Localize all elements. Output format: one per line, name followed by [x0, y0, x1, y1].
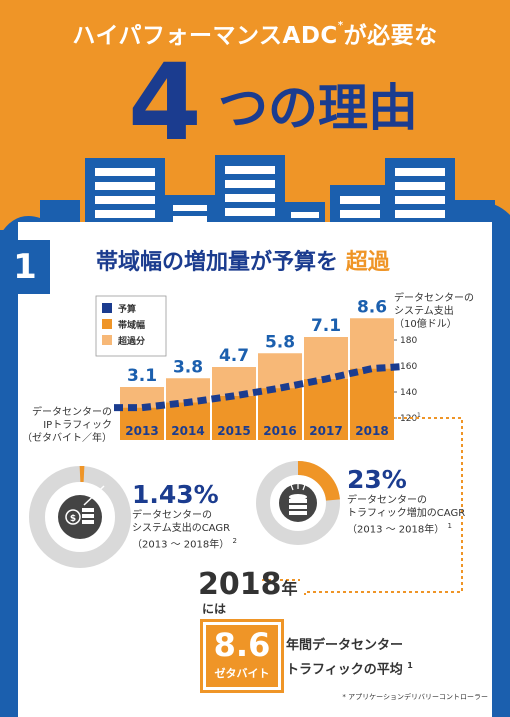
- stat-spending-note: 2: [232, 537, 237, 545]
- dotted-connector: [304, 417, 463, 595]
- bar-bandwidth-2015: [212, 395, 256, 440]
- right-tick-label-180: 180: [400, 336, 417, 346]
- right-side-strip: [492, 230, 510, 717]
- highlight-unit: ゼタバイト: [214, 667, 270, 680]
- legend-swatch-excess: [102, 335, 112, 345]
- chart-legend: 予算 帯域幅 超過分: [95, 295, 167, 357]
- stat-traffic-note: 1: [447, 522, 452, 530]
- stat-traffic-desc-line3: （2013 ～ 2018年） 1: [347, 520, 465, 536]
- footer-year: 2018年: [198, 567, 298, 602]
- bar-bandwidth-2013: [120, 407, 164, 440]
- coins-icon: $: [65, 485, 105, 525]
- chart-bars: [120, 318, 394, 440]
- left-axis-label-line3: （ゼタバイト／年）: [22, 431, 112, 444]
- bar-value-label-2014: 3.8: [173, 357, 203, 377]
- year-label-2017: 2017: [309, 424, 342, 438]
- section-number-badge: 1: [0, 240, 50, 294]
- highlight-box: 8.6 ゼタバイト: [200, 619, 284, 693]
- hero-headline: 4 つの理由: [0, 48, 510, 158]
- hero-title: ハイパフォーマンスADC*が必要な: [0, 16, 510, 50]
- legend-swatch-budget: [102, 303, 112, 313]
- bar-value-label-2017: 7.1: [311, 316, 341, 336]
- right-axis-label: データセンターの システム支出 （10億ドル）: [394, 291, 474, 330]
- right-tick-label-140: 140: [400, 388, 417, 398]
- hero-title-sup: *: [337, 20, 344, 32]
- bar-value-label-2015: 4.7: [219, 346, 249, 366]
- left-axis-label-line2: IPトラフィック: [43, 419, 112, 431]
- footer-niwa: には: [202, 602, 227, 616]
- stat-traffic-period: （2013 ～ 2018年）: [347, 524, 445, 536]
- hero-big-number: 4: [128, 41, 202, 164]
- stat-spending-desc-line3: （2013 ～ 2018年） 2: [132, 535, 237, 551]
- right-tick-label-160: 160: [400, 362, 417, 372]
- bar-excess-2018: [350, 318, 394, 369]
- right-tick-footnote: 1: [417, 412, 421, 419]
- left-side-strip: [0, 230, 18, 717]
- right-axis-label-line3: （10億ドル）: [394, 317, 457, 330]
- hero-big-text: つの理由: [218, 79, 418, 137]
- database-icon: [289, 480, 307, 515]
- bar-excess-2013: [120, 387, 164, 408]
- bar-excess-2017: [304, 337, 348, 379]
- left-axis-label-line1: データセンターの: [32, 405, 112, 418]
- stat-spending-desc-line2: システム支出のCAGR: [132, 523, 231, 534]
- section-title-main: 帯域幅の増加量が予算を: [96, 250, 339, 275]
- legend-label-bandwidth: 帯域幅: [118, 319, 145, 331]
- bar-excess-2015: [212, 367, 256, 396]
- year-label-2018: 2018: [355, 424, 388, 438]
- stat-traffic-desc-line2: トラフィック増加のCAGR: [347, 508, 466, 519]
- stat-traffic-value: 23%: [347, 465, 407, 494]
- left-axis-label: データセンターの IPトラフィック （ゼタバイト／年）: [22, 405, 112, 444]
- stat-spending-desc: データセンターの システム支出のCAGR （2013 ～ 2018年） 2: [132, 509, 237, 551]
- chart-year-labels: 2013 2014 2015 2016 2017 2018: [125, 424, 388, 438]
- section-title-emphasis: 超過: [345, 250, 390, 275]
- right-axis-label-line2: システム支出: [394, 304, 454, 317]
- chart-value-labels: 3.1 3.8 4.7 5.8 7.1 8.6: [127, 297, 387, 386]
- bar-bandwidth-2016: [258, 388, 302, 440]
- stat-traffic: 23% データセンターの トラフィック増加のCAGR （2013 ～ 2018年…: [347, 465, 465, 536]
- right-axis-label-line1: データセンターの: [394, 291, 474, 304]
- year-label-2015: 2015: [217, 424, 250, 438]
- stat-spending-desc-line1: データセンターの: [132, 510, 212, 521]
- right-tick-label-120: 120: [400, 414, 417, 424]
- footer-year-suffix: 年: [281, 579, 298, 598]
- bar-bandwidth-2014: [166, 402, 210, 440]
- stat-spending-period: （2013 ～ 2018年）: [132, 539, 230, 551]
- footnote: * アプリケーションデリバリーコントローラー: [342, 693, 488, 701]
- highlight-desc-line2-text: トラフィックの平均: [286, 662, 403, 678]
- section-title: 帯域幅の増加量が予算を 超過: [96, 244, 390, 276]
- legend-label-budget: 予算: [118, 303, 136, 315]
- highlight-value: 8.6: [213, 626, 271, 664]
- highlight-desc: 年間データセンター トラフィックの平均 1: [286, 636, 413, 680]
- legend-swatch-bandwidth: [102, 319, 112, 329]
- highlight-desc-line1: 年間データセンター: [286, 638, 404, 653]
- bar-value-label-2018: 8.6: [357, 297, 387, 317]
- hero-title-main: ハイパフォーマンスADC: [72, 23, 338, 49]
- highlight-desc-line2: トラフィックの平均 1: [286, 656, 413, 680]
- bar-bandwidth-2018: [350, 368, 394, 440]
- stat-traffic-desc: データセンターの トラフィック増加のCAGR （2013 ～ 2018年） 1: [347, 494, 465, 536]
- budget-series-line: [114, 363, 403, 412]
- stat-traffic-desc-line1: データセンターの: [347, 495, 427, 506]
- stat-spending: 1.43% データセンターの システム支出のCAGR （2013 ～ 2018年…: [132, 480, 237, 551]
- hero-title-tail: が必要な: [343, 23, 438, 49]
- bar-value-label-2013: 3.1: [127, 366, 157, 386]
- footer-year-number: 2018: [198, 567, 282, 602]
- svg-text:$: $: [70, 514, 76, 524]
- highlight-desc-note: 1: [407, 661, 413, 670]
- year-label-2014: 2014: [171, 424, 204, 438]
- stat-spending-value: 1.43%: [132, 480, 219, 509]
- bar-bandwidth-2017: [304, 379, 348, 440]
- year-label-2016: 2016: [263, 424, 296, 438]
- bar-value-label-2016: 5.8: [265, 332, 295, 352]
- year-label-2013: 2013: [125, 424, 158, 438]
- legend-label-excess: 超過分: [117, 335, 145, 347]
